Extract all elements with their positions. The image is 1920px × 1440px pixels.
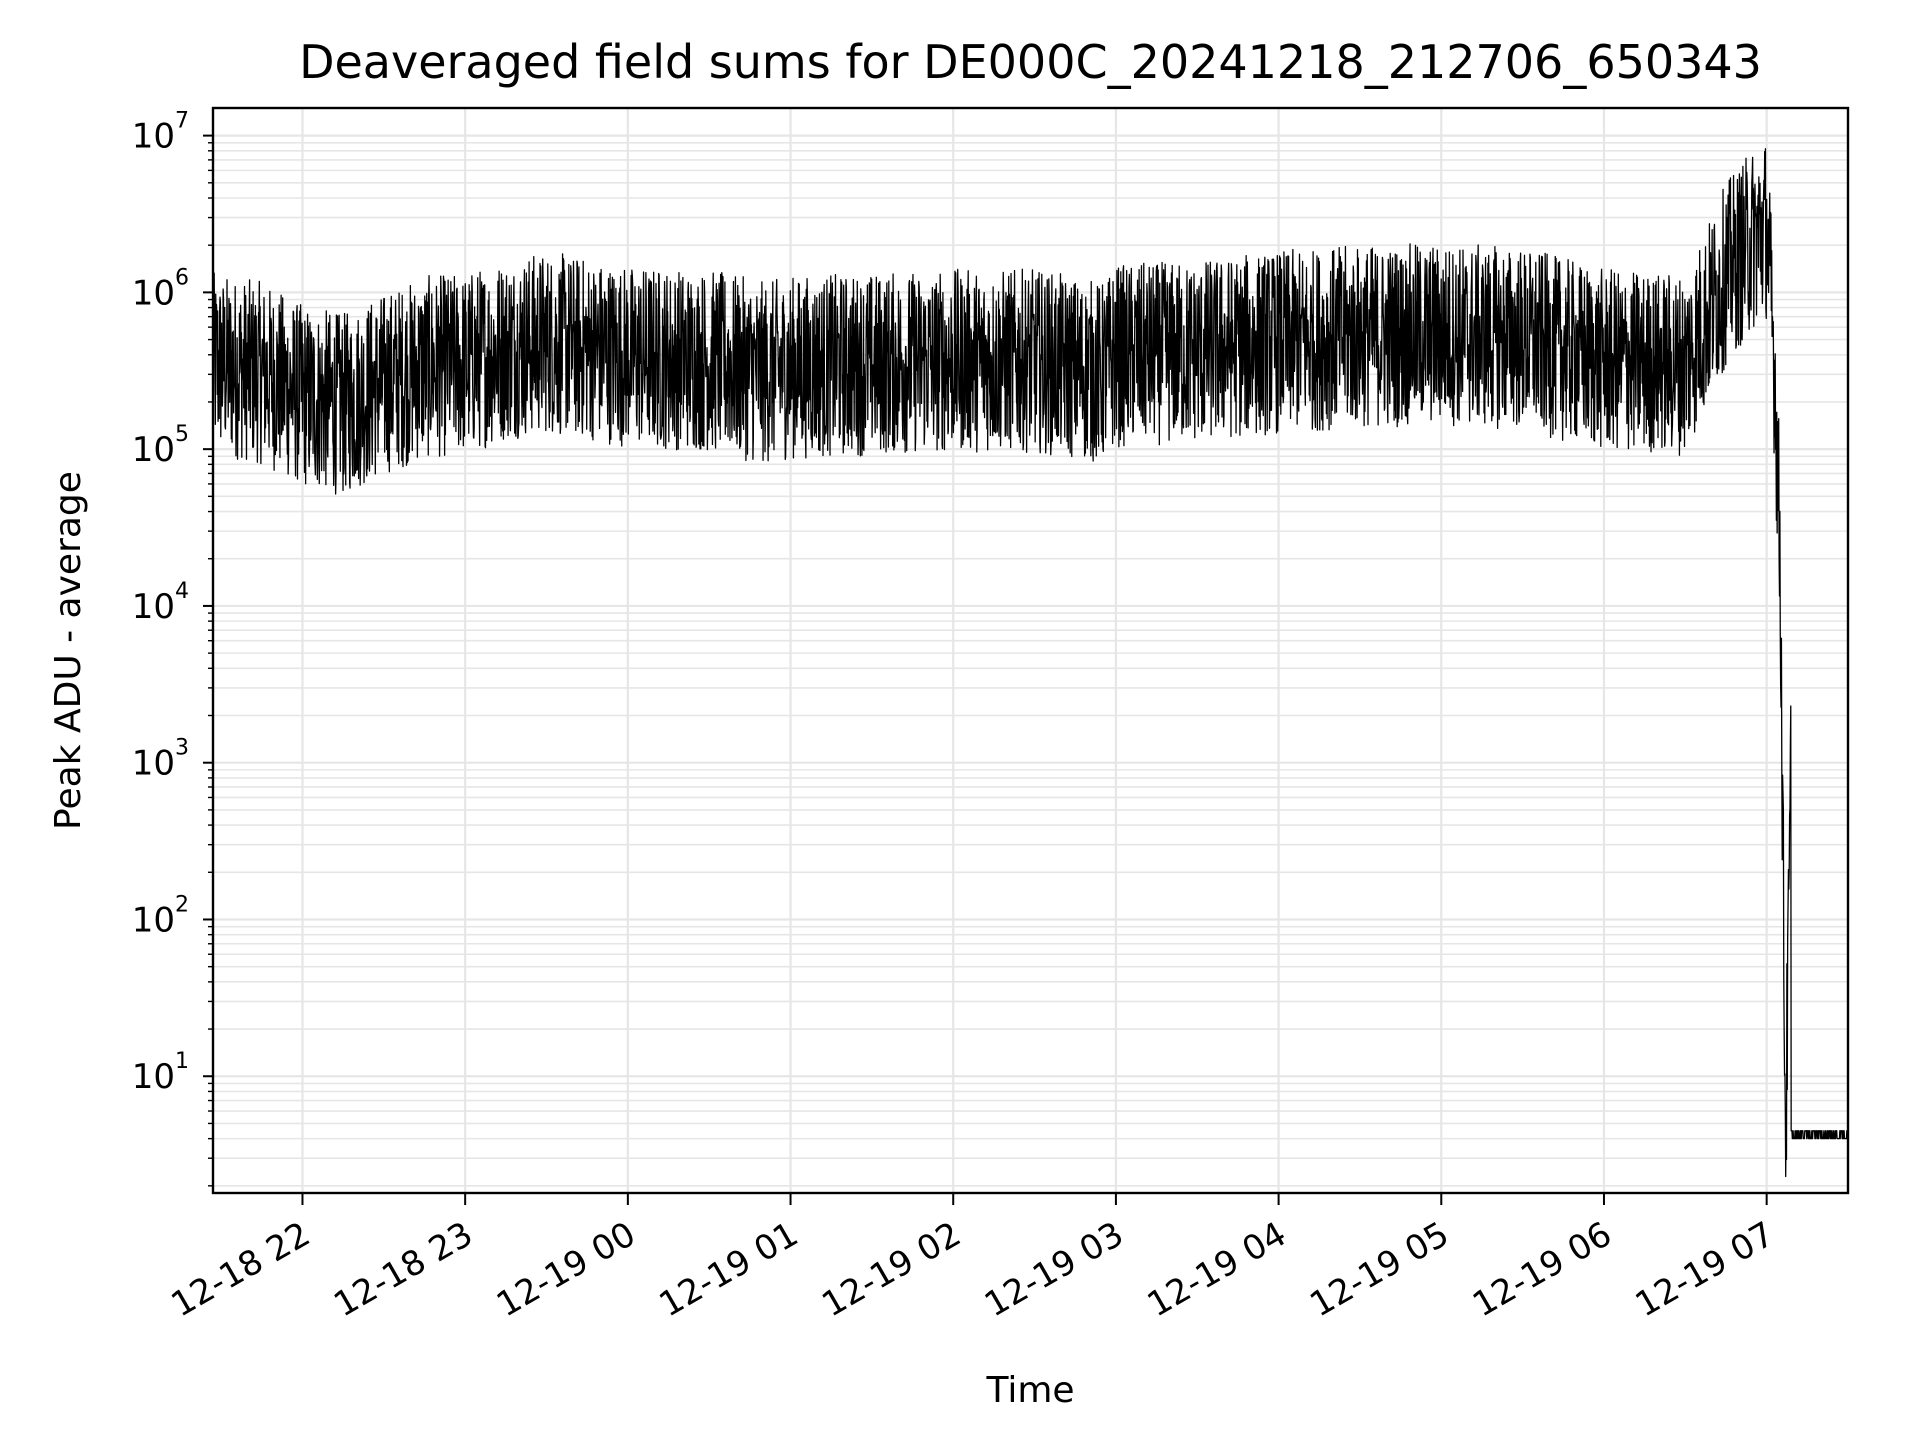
x-axis-label: Time (985, 1370, 1074, 1411)
y-axis: 101 102 103 104 105 106 107 (132, 109, 213, 1187)
plot-frame (211, 106, 1850, 1195)
y-tick-label: 103 (132, 736, 189, 784)
y-tick-label: 101 (132, 1049, 189, 1097)
chart-title: Deaveraged field sums for DE000C_2024121… (299, 35, 1762, 89)
y-axis-label: Peak ADU - average (48, 471, 89, 830)
grid (213, 108, 1848, 1193)
y-tick-label: 106 (132, 265, 189, 313)
series-layer (212, 148, 1849, 1178)
y-tick-label: 104 (132, 579, 189, 627)
y-tick-label: 105 (132, 422, 189, 470)
y-tick-label: 107 (132, 109, 189, 157)
y-tick-label: 102 (132, 892, 189, 940)
series-line (212, 148, 1849, 1178)
